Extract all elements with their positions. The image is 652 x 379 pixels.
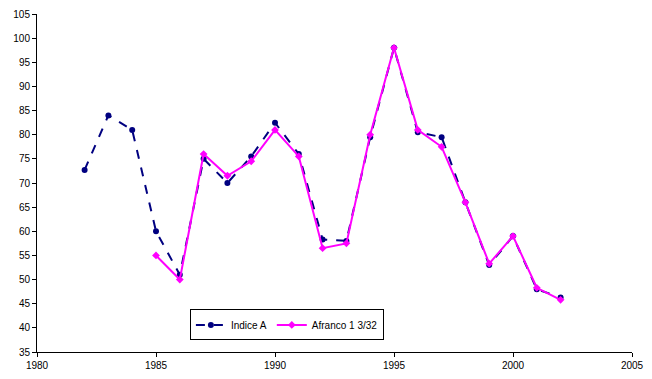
svg-text:1995: 1995: [383, 360, 406, 371]
svg-text:60: 60: [19, 226, 31, 237]
svg-text:80: 80: [19, 129, 31, 140]
svg-text:2005: 2005: [621, 360, 644, 371]
svg-text:Afranco 1 3/32: Afranco 1 3/32: [312, 320, 377, 331]
svg-text:35: 35: [19, 347, 31, 358]
svg-text:100: 100: [13, 33, 30, 44]
svg-text:50: 50: [19, 274, 31, 285]
svg-text:55: 55: [19, 250, 31, 261]
svg-text:1980: 1980: [26, 360, 49, 371]
svg-text:105: 105: [13, 9, 30, 20]
svg-text:75: 75: [19, 153, 31, 164]
svg-text:70: 70: [19, 178, 31, 189]
svg-text:1985: 1985: [145, 360, 168, 371]
svg-text:2000: 2000: [502, 360, 525, 371]
svg-text:85: 85: [19, 105, 31, 116]
svg-text:45: 45: [19, 298, 31, 309]
svg-text:1990: 1990: [264, 360, 287, 371]
svg-text:Indice A: Indice A: [231, 320, 267, 331]
svg-text:90: 90: [19, 81, 31, 92]
svg-text:95: 95: [19, 57, 31, 68]
svg-text:40: 40: [19, 322, 31, 333]
svg-text:65: 65: [19, 202, 31, 213]
